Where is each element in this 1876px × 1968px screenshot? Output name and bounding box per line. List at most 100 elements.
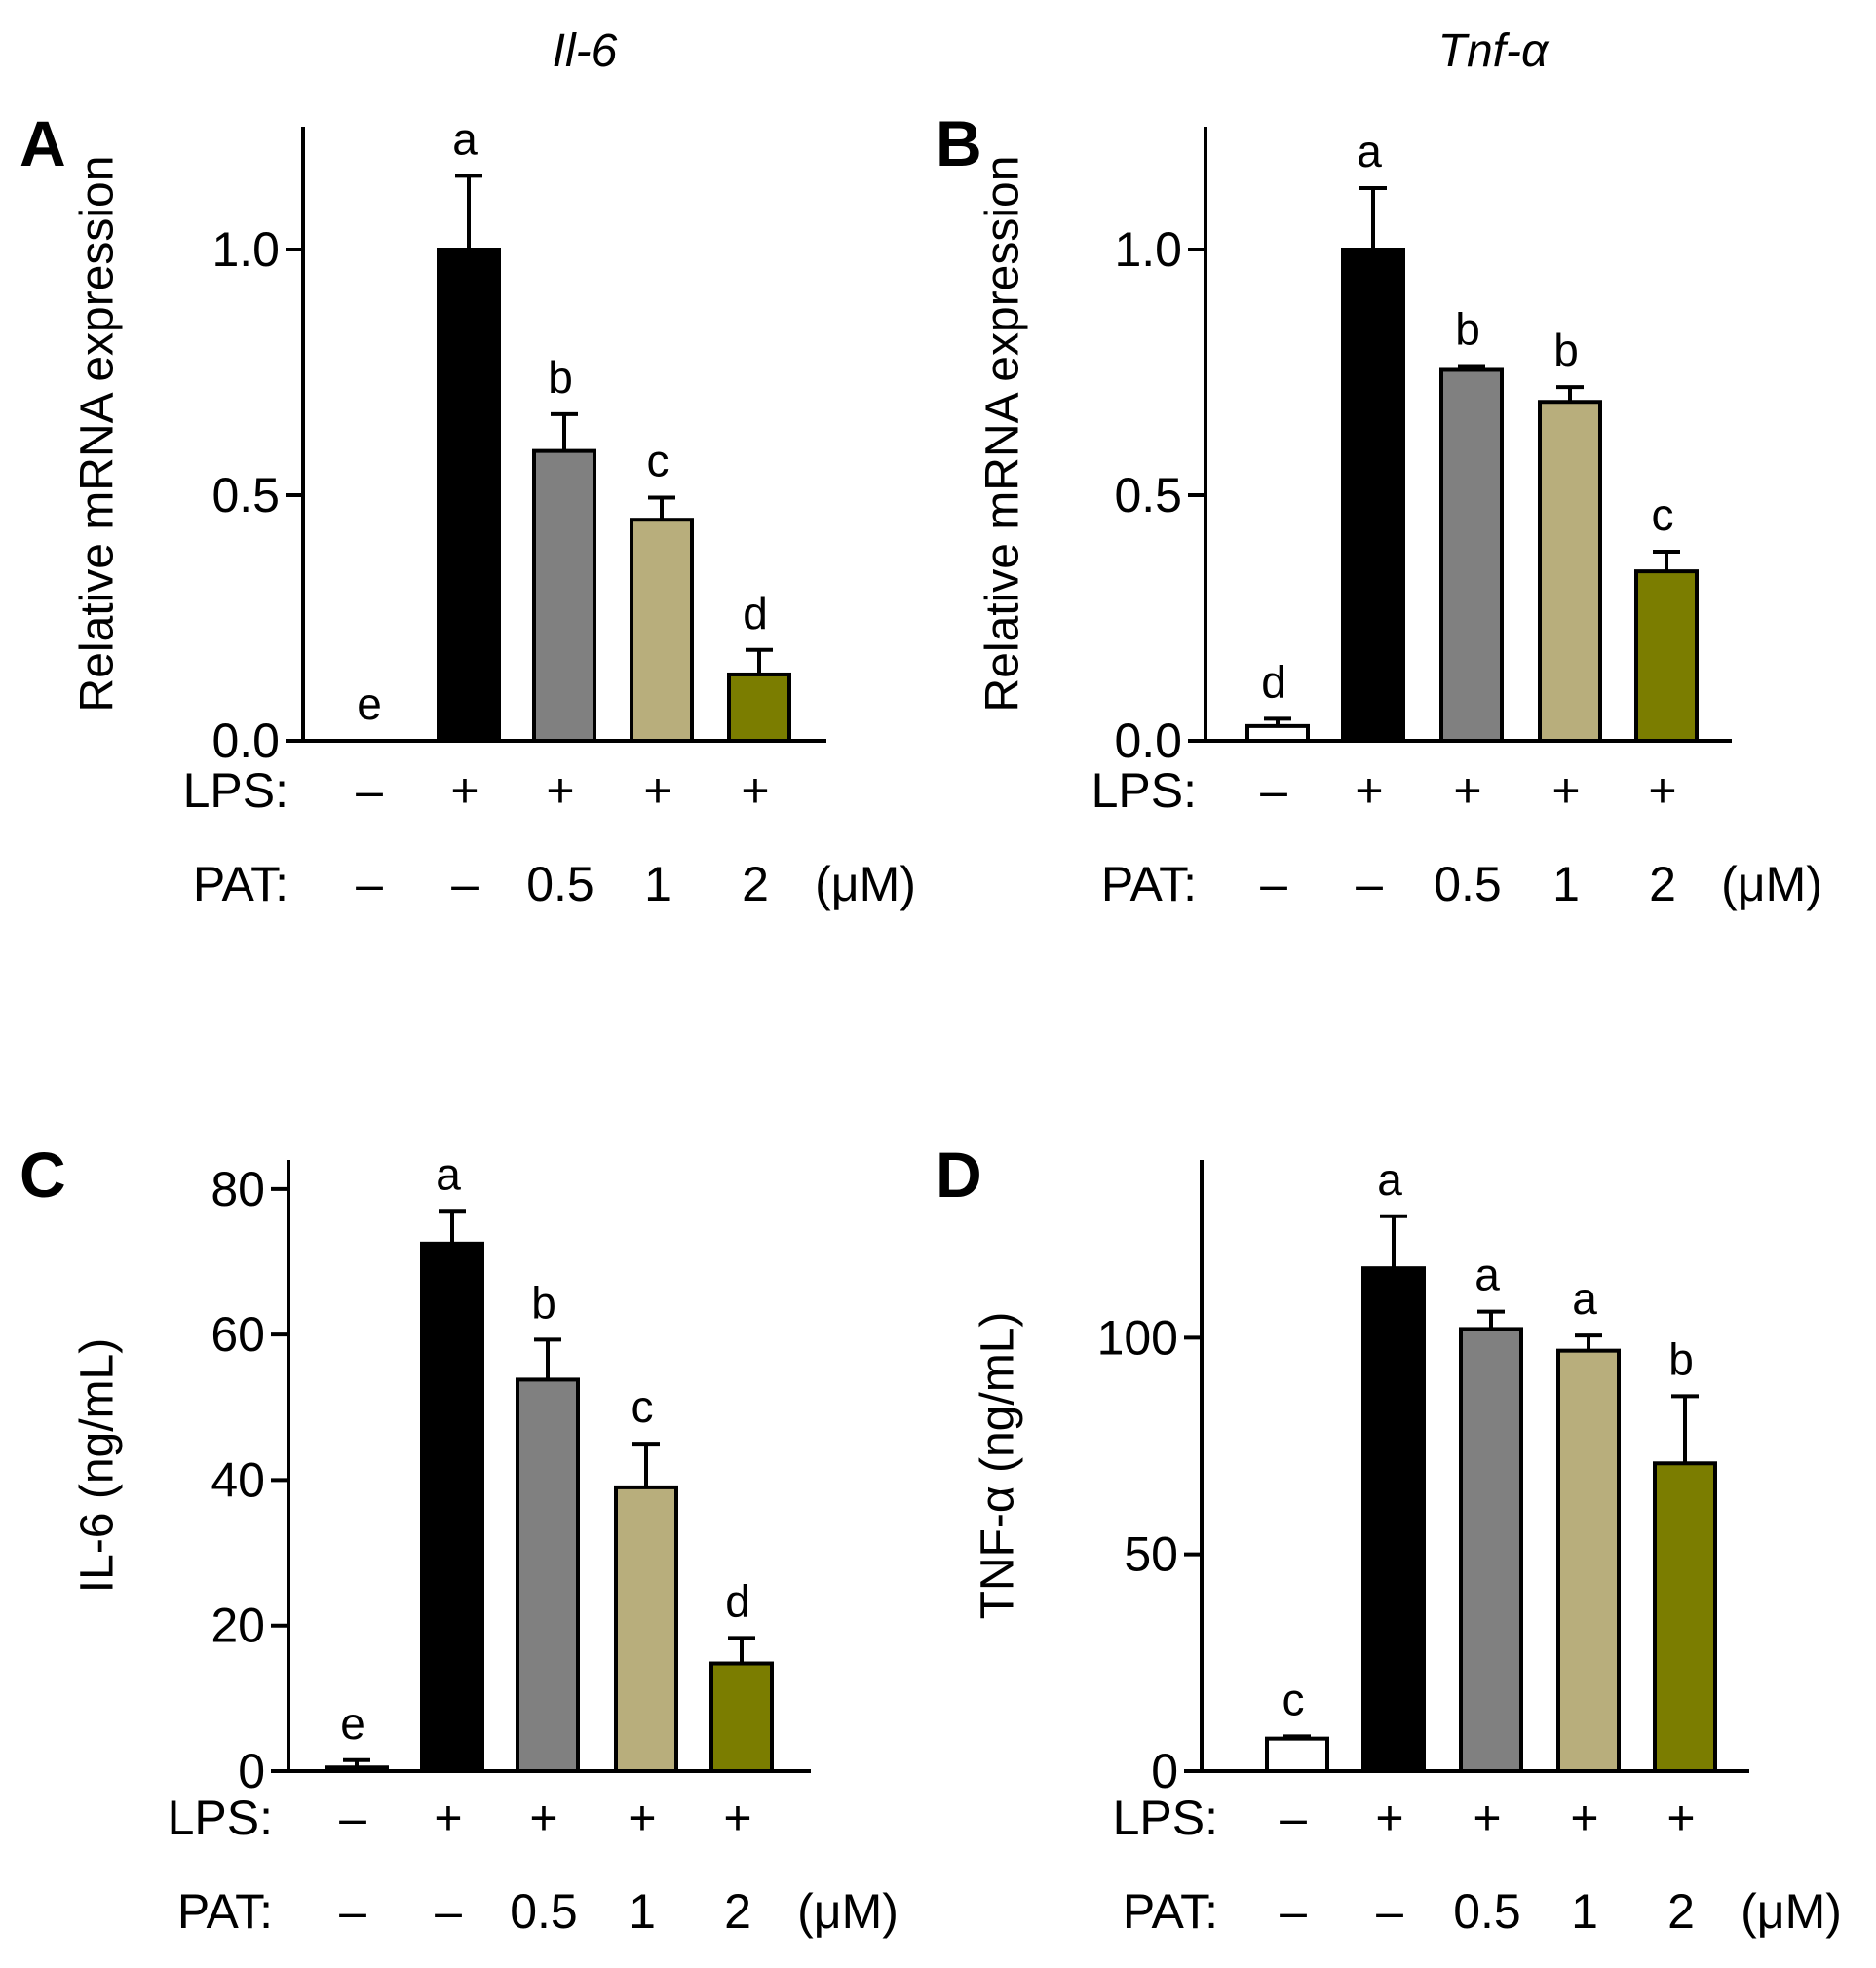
treatment-cell: –: [435, 1884, 462, 1939]
bar: [1459, 1327, 1523, 1773]
panel-letter: A: [19, 107, 66, 179]
chart-title: Il-6: [553, 25, 618, 77]
y-tick-label: 1.0: [211, 222, 280, 277]
treatment-row-label: PAT:: [1123, 1884, 1218, 1939]
y-tick-label: 0.5: [1114, 468, 1182, 522]
panel-a: A Il-6 Relative mRNA expression 0.0 0.5 1.0 e a…: [19, 25, 916, 911]
panel-d: D TNF-α (ng/mL) 0 50 100 c a a a b LPS: – + + + + PAT: – –…: [936, 1138, 1842, 1939]
bar: [1361, 1266, 1426, 1773]
significance-label: c: [647, 436, 670, 486]
treatment-cell: –: [1280, 1884, 1307, 1939]
treatment-cell: 2: [742, 857, 769, 911]
treatment-cell: –: [339, 1791, 366, 1845]
significance-label: a: [1474, 1250, 1500, 1300]
bar: [1265, 1736, 1329, 1773]
y-tick-label: 40: [211, 1452, 265, 1507]
y-tick-label: 20: [211, 1599, 265, 1653]
treatment-cell: 0.5: [1434, 857, 1502, 911]
y-tick-label: 0.5: [211, 468, 280, 522]
treatment-cell: +: [1375, 1791, 1403, 1845]
treatment-cell: +: [450, 763, 479, 818]
bar: [1439, 367, 1504, 743]
treatment-cell: –: [1280, 1791, 1307, 1845]
bar: [516, 1377, 580, 1773]
treatment-unit: (μM): [797, 1884, 899, 1939]
treatment-cell: 1: [644, 857, 671, 911]
y-tick-label: 0: [238, 1744, 265, 1798]
significance-label: d: [1261, 656, 1286, 707]
treatment-cell: 1: [1552, 857, 1580, 911]
treatment-cell: +: [1453, 763, 1481, 818]
treatment-row-label: PAT:: [1101, 857, 1197, 911]
treatment-cell: –: [356, 763, 383, 818]
treatment-cell: 2: [724, 1884, 751, 1939]
treatment-cell: +: [1666, 1791, 1695, 1845]
y-axis-title: TNF-α (ng/mL): [973, 1312, 1024, 1620]
significance-label: e: [357, 678, 382, 729]
significance-label: a: [1377, 1154, 1402, 1205]
significance-label: a: [436, 1148, 461, 1199]
treatment-cell: –: [339, 1884, 366, 1939]
treatment-cell: +: [643, 763, 671, 818]
treatment-cell: 1: [1571, 1884, 1598, 1939]
y-axis-title: IL-6 (ng/mL): [72, 1338, 124, 1593]
bar: [532, 448, 596, 743]
significance-label: b: [548, 352, 573, 403]
significance-label: b: [531, 1277, 556, 1328]
y-tick-label: 1.0: [1114, 222, 1182, 277]
treatment-cell: –: [356, 857, 383, 911]
significance-label: a: [1572, 1273, 1597, 1324]
treatment-cell: +: [546, 763, 574, 818]
significance-label: d: [743, 588, 768, 638]
y-tick-label: 0: [1151, 1744, 1178, 1798]
y-tick-label: 100: [1097, 1310, 1178, 1365]
y-axis-title: Relative mRNA expression: [72, 156, 124, 713]
treatment-cell: 1: [629, 1884, 656, 1939]
y-tick-label: 60: [211, 1307, 265, 1362]
panel-letter: C: [19, 1138, 66, 1211]
treatment-cell: –: [451, 857, 479, 911]
significance-label: c: [1652, 489, 1674, 540]
bar: [614, 1485, 678, 1773]
y-tick-label: 0.0: [1114, 714, 1182, 768]
bar: [630, 518, 694, 744]
treatment-cell: –: [1260, 857, 1287, 911]
significance-label: b: [1553, 325, 1579, 375]
treatment-cell: –: [1356, 857, 1383, 911]
significance-label: c: [632, 1381, 654, 1432]
treatment-unit: (μM): [815, 857, 916, 911]
bar: [1245, 723, 1310, 744]
treatment-cell: +: [723, 1791, 751, 1845]
treatment-cell: +: [434, 1791, 462, 1845]
treatment-cell: +: [628, 1791, 656, 1845]
treatment-row-label: PAT:: [177, 1884, 273, 1939]
treatment-cell: 2: [1649, 857, 1676, 911]
panel-letter: D: [936, 1138, 982, 1211]
treatment-cell: +: [741, 763, 769, 818]
treatment-cell: +: [1473, 1791, 1501, 1845]
treatment-cell: +: [1355, 763, 1383, 818]
treatment-row-label: LPS:: [168, 1791, 273, 1845]
significance-label: e: [340, 1698, 365, 1749]
bar: [1538, 400, 1602, 743]
bar: [1653, 1461, 1717, 1774]
treatment-cell: 2: [1667, 1884, 1695, 1939]
bar: [1634, 569, 1699, 743]
significance-label: c: [1283, 1674, 1305, 1724]
significance-label: b: [1668, 1333, 1694, 1384]
y-axis-title: Relative mRNA expression: [977, 156, 1029, 713]
y-tick-label: 50: [1124, 1527, 1178, 1582]
treatment-unit: (μM): [1721, 857, 1822, 911]
treatment-cell: –: [1376, 1884, 1403, 1939]
panel-b: B Tnf-α Relative mRNA expression 0.0 0.5 1.0 d…: [936, 25, 1822, 911]
chart-title: Tnf-α: [1438, 25, 1550, 77]
treatment-cell: +: [529, 1791, 557, 1845]
significance-label: a: [1357, 126, 1382, 176]
bar: [727, 672, 791, 744]
treatment-row-label: LPS:: [1113, 1791, 1218, 1845]
treatment-cell: +: [1648, 763, 1676, 818]
panel-letter: B: [936, 107, 982, 179]
treatment-cell: +: [1570, 1791, 1598, 1845]
treatment-unit: (μM): [1741, 1884, 1842, 1939]
